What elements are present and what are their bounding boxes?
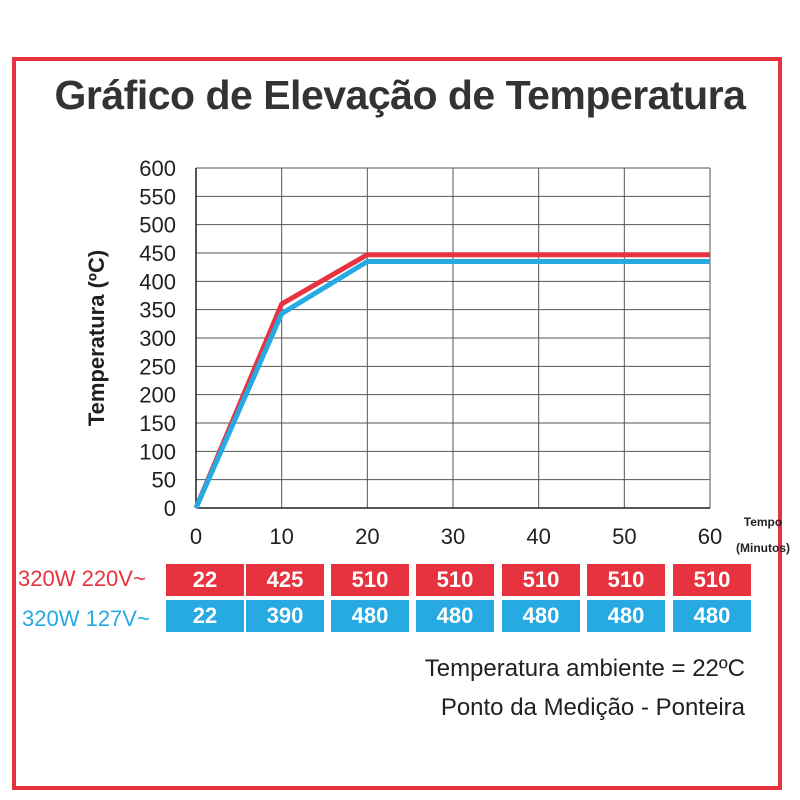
y-tick-label: 50 [152, 468, 176, 493]
table-cell: 510 [331, 564, 409, 596]
y-tick-label: 300 [139, 326, 176, 351]
table-cell: 480 [416, 600, 494, 632]
ambient-temperature-note: Temperatura ambiente = 22ºC [424, 655, 745, 682]
table-cell: 22 [166, 600, 244, 632]
table-cell: 510 [587, 564, 665, 596]
table-cell: 390 [246, 600, 324, 632]
table-cell: 510 [416, 564, 494, 596]
measurement-point-note: Ponto da Medição - Ponteira [440, 694, 745, 721]
y-tick-label: 400 [139, 269, 176, 294]
y-tick-label: 150 [139, 411, 176, 436]
y-tick-label: 100 [139, 439, 176, 464]
x-tick-label: 60 [698, 524, 722, 549]
y-tick-label: 350 [139, 298, 176, 323]
table-cell: 510 [502, 564, 580, 596]
y-tick-label: 0 [164, 496, 176, 521]
y-axis-title: Temperatura (ºC) [84, 250, 109, 426]
y-tick-label: 200 [139, 383, 176, 408]
table-cell: 22 [166, 564, 244, 596]
x-tick-label: 20 [355, 524, 379, 549]
x-axis-title: Tempo [744, 515, 782, 529]
y-tick-label: 600 [139, 156, 176, 181]
y-tick-label: 550 [139, 184, 176, 209]
x-tick-label: 30 [441, 524, 465, 549]
series-label-127v: 320W 127V~ [22, 606, 150, 631]
table-cell: 480 [673, 600, 751, 632]
chart-frame [12, 57, 782, 790]
y-tick-label: 500 [139, 213, 176, 238]
table-cell: 480 [502, 600, 580, 632]
x-tick-label: 0 [190, 524, 202, 549]
x-tick-label: 40 [526, 524, 550, 549]
y-tick-label: 450 [139, 241, 176, 266]
x-tick-label: 50 [612, 524, 636, 549]
table-cell: 510 [673, 564, 751, 596]
table-cell: 480 [331, 600, 409, 632]
chart-title: Gráfico de Elevação de Temperatura [54, 72, 746, 118]
x-tick-label: 10 [269, 524, 293, 549]
series-label-220v: 320W 220V~ [18, 566, 146, 591]
table-cell: 480 [587, 600, 665, 632]
y-tick-label: 250 [139, 354, 176, 379]
x-axis-unit: (Minutos) [736, 541, 790, 555]
table-cell: 425 [246, 564, 324, 596]
temperature-chart: 0 50 100 150 200 250 300 350 400 450 500 550 600 0 10 2… [84, 156, 790, 555]
